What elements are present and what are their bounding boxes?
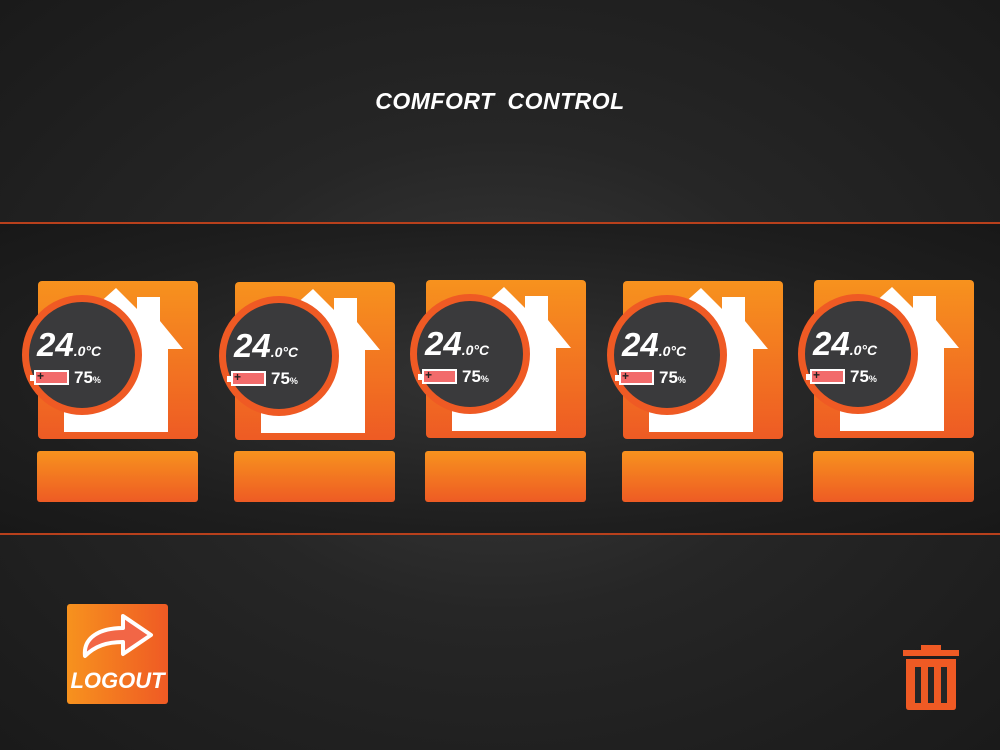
thermostat-dial: 24.0°C + 75% [607, 295, 727, 415]
battery-percent: 75 [462, 367, 481, 386]
temperature-readout: 24.0°C [234, 327, 298, 365]
temperature-value: 24 [37, 326, 74, 363]
temperature-unit: .0°C [849, 342, 878, 358]
battery-readout: 75% [74, 368, 101, 388]
battery-readout: 75% [271, 369, 298, 389]
zone-card[interactable]: 24.0°C + 75% [798, 280, 974, 438]
temperature-value: 24 [622, 326, 659, 363]
battery-icon: + [615, 369, 654, 385]
percent-sign: % [92, 375, 101, 385]
zone-card[interactable]: 24.0°C + 75% [219, 282, 395, 440]
zone-label-button[interactable] [813, 451, 974, 502]
temperature-readout: 24.0°C [425, 325, 489, 363]
delete-button[interactable] [903, 645, 959, 716]
battery-icon: + [227, 370, 266, 386]
zone-card[interactable]: 24.0°C + 75% [22, 281, 198, 439]
temperature-unit: .0°C [461, 342, 490, 358]
zone-label-button[interactable] [37, 451, 198, 502]
temperature-value: 24 [234, 327, 271, 364]
battery-percent: 75 [659, 368, 678, 387]
percent-sign: % [289, 376, 298, 386]
battery-icon: + [30, 369, 69, 385]
logout-label: LOGOUT [70, 668, 165, 693]
percent-sign: % [480, 374, 489, 384]
battery-icon: + [806, 368, 845, 384]
battery-icon: + [418, 368, 457, 384]
trash-icon [903, 645, 959, 710]
zone-label-button[interactable] [425, 451, 586, 502]
share-arrow-icon [82, 614, 153, 658]
thermostat-dial: 24.0°C + 75% [798, 294, 918, 414]
temperature-unit: .0°C [658, 343, 687, 359]
temperature-value: 24 [425, 325, 462, 362]
zone-label-button[interactable] [234, 451, 395, 502]
temperature-unit: .0°C [270, 344, 299, 360]
battery-percent: 75 [74, 368, 93, 387]
temperature-readout: 24.0°C [813, 325, 877, 363]
thermostat-dial: 24.0°C + 75% [410, 294, 530, 414]
thermostat-dial: 24.0°C + 75% [22, 295, 142, 415]
temperature-unit: .0°C [73, 343, 102, 359]
temperature-value: 24 [813, 325, 850, 362]
battery-readout: 75% [659, 368, 686, 388]
percent-sign: % [677, 375, 686, 385]
battery-readout: 75% [462, 367, 489, 387]
battery-percent: 75 [850, 367, 869, 386]
temperature-readout: 24.0°C [622, 326, 686, 364]
battery-readout: 75% [850, 367, 877, 387]
page-title: COMFORT CONTROL [375, 88, 625, 114]
thermostat-dial: 24.0°C + 75% [219, 296, 339, 416]
zone-card[interactable]: 24.0°C + 75% [607, 281, 783, 439]
percent-sign: % [868, 374, 877, 384]
logout-button[interactable]: LOGOUT [67, 604, 168, 704]
battery-percent: 75 [271, 369, 290, 388]
temperature-readout: 24.0°C [37, 326, 101, 364]
zone-label-button[interactable] [622, 451, 783, 502]
zone-card[interactable]: 24.0°C + 75% [410, 280, 586, 438]
